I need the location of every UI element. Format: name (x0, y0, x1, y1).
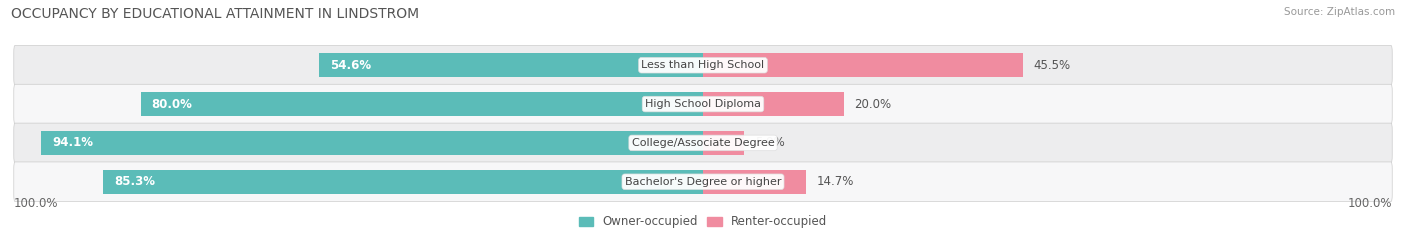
Text: 45.5%: 45.5% (1033, 59, 1070, 72)
Bar (141, 92, 703, 116)
Text: 80.0%: 80.0% (152, 98, 193, 111)
Bar (319, 53, 703, 77)
FancyBboxPatch shape (14, 84, 1392, 124)
Text: Source: ZipAtlas.com: Source: ZipAtlas.com (1284, 7, 1395, 17)
Text: High School Diploma: High School Diploma (645, 99, 761, 109)
Text: OCCUPANCY BY EDUCATIONAL ATTAINMENT IN LINDSTROM: OCCUPANCY BY EDUCATIONAL ATTAINMENT IN L… (11, 7, 419, 21)
Text: Less than High School: Less than High School (641, 60, 765, 70)
Text: 100.0%: 100.0% (1347, 197, 1392, 210)
Text: Bachelor's Degree or higher: Bachelor's Degree or higher (624, 177, 782, 187)
Bar (703, 53, 1024, 77)
Legend: Owner-occupied, Renter-occupied: Owner-occupied, Renter-occupied (579, 216, 827, 229)
Bar (104, 170, 703, 194)
FancyBboxPatch shape (14, 123, 1392, 163)
Text: 5.9%: 5.9% (755, 136, 785, 149)
Text: 94.1%: 94.1% (52, 136, 93, 149)
Text: 100.0%: 100.0% (14, 197, 59, 210)
Bar (41, 131, 703, 155)
Text: College/Associate Degree: College/Associate Degree (631, 138, 775, 148)
FancyBboxPatch shape (14, 162, 1392, 202)
Bar (703, 92, 844, 116)
Text: 54.6%: 54.6% (329, 59, 371, 72)
Text: 14.7%: 14.7% (817, 175, 855, 188)
Bar (703, 170, 807, 194)
FancyBboxPatch shape (14, 45, 1392, 85)
Text: 85.3%: 85.3% (114, 175, 155, 188)
Bar (703, 131, 745, 155)
Text: 20.0%: 20.0% (855, 98, 891, 111)
